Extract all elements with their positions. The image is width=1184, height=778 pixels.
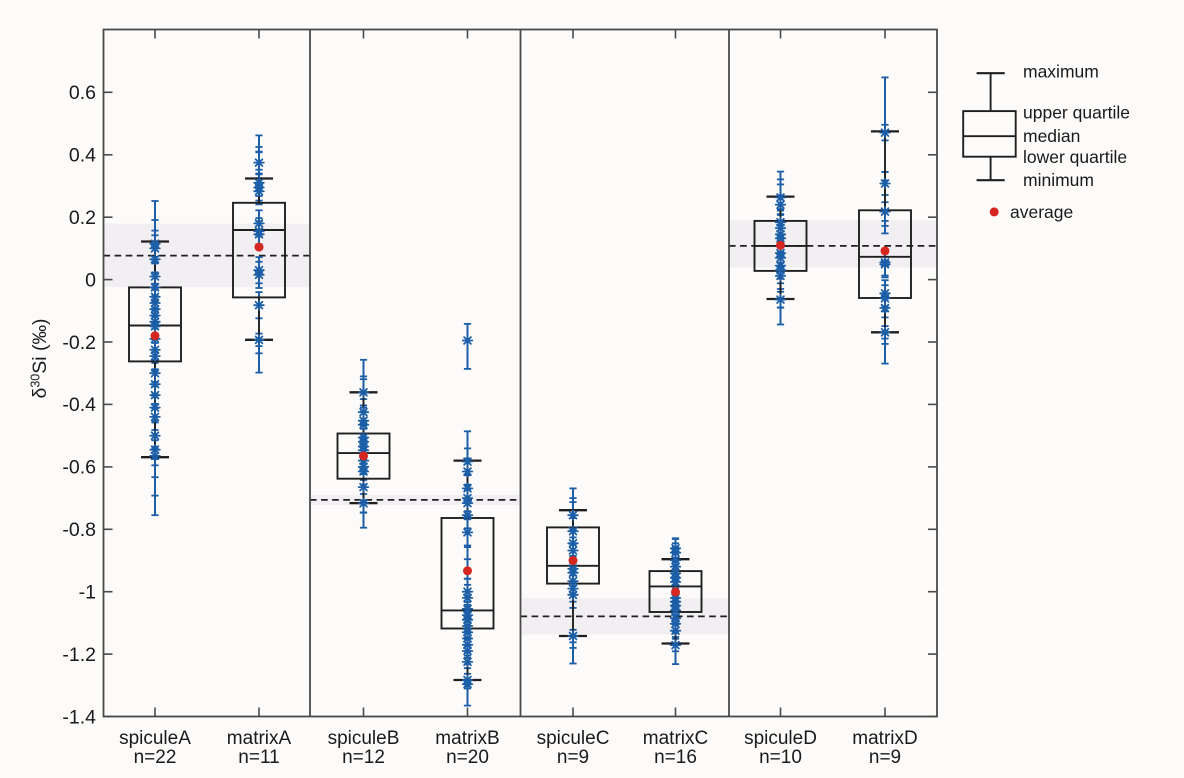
svg-text:0.4: 0.4	[69, 145, 96, 167]
svg-text:matrixA: matrixA	[227, 728, 292, 749]
svg-text:0: 0	[85, 269, 96, 291]
svg-text:n=22: n=22	[134, 747, 177, 768]
svg-text:maximum: maximum	[1023, 62, 1099, 82]
svg-text:-1.2: -1.2	[62, 644, 96, 666]
svg-text:-0.4: -0.4	[62, 394, 96, 416]
svg-text:lower quartile: lower quartile	[1023, 147, 1127, 167]
svg-text:n=16: n=16	[654, 747, 697, 768]
svg-text:spiculeD: spiculeD	[744, 728, 817, 749]
svg-text:n=10: n=10	[759, 747, 802, 768]
svg-text:-1: -1	[79, 582, 96, 604]
svg-text:n=11: n=11	[238, 747, 279, 768]
svg-text:matrixD: matrixD	[852, 728, 917, 749]
svg-text:n=20: n=20	[446, 747, 489, 768]
svg-text:spiculeC: spiculeC	[537, 728, 610, 749]
svg-text:average: average	[1010, 202, 1073, 222]
svg-text:matrixC: matrixC	[643, 728, 708, 749]
svg-text:0.6: 0.6	[69, 82, 96, 104]
svg-text:-0.6: -0.6	[62, 457, 96, 479]
svg-text:n=12: n=12	[342, 747, 385, 768]
svg-text:-0.2: -0.2	[62, 332, 96, 354]
svg-text:upper quartile: upper quartile	[1023, 102, 1130, 122]
svg-text:minimum: minimum	[1023, 170, 1094, 190]
svg-text:spiculeA: spiculeA	[119, 728, 191, 749]
svg-text:n=9: n=9	[869, 747, 901, 768]
svg-text:median: median	[1023, 126, 1080, 146]
svg-text:-0.8: -0.8	[62, 519, 96, 541]
svg-text:spiculeB: spiculeB	[328, 728, 400, 749]
svg-text:n=9: n=9	[557, 747, 589, 768]
svg-text:-1.4: -1.4	[62, 706, 96, 728]
svg-text:0.2: 0.2	[69, 207, 96, 229]
svg-text:matrixB: matrixB	[435, 728, 499, 749]
